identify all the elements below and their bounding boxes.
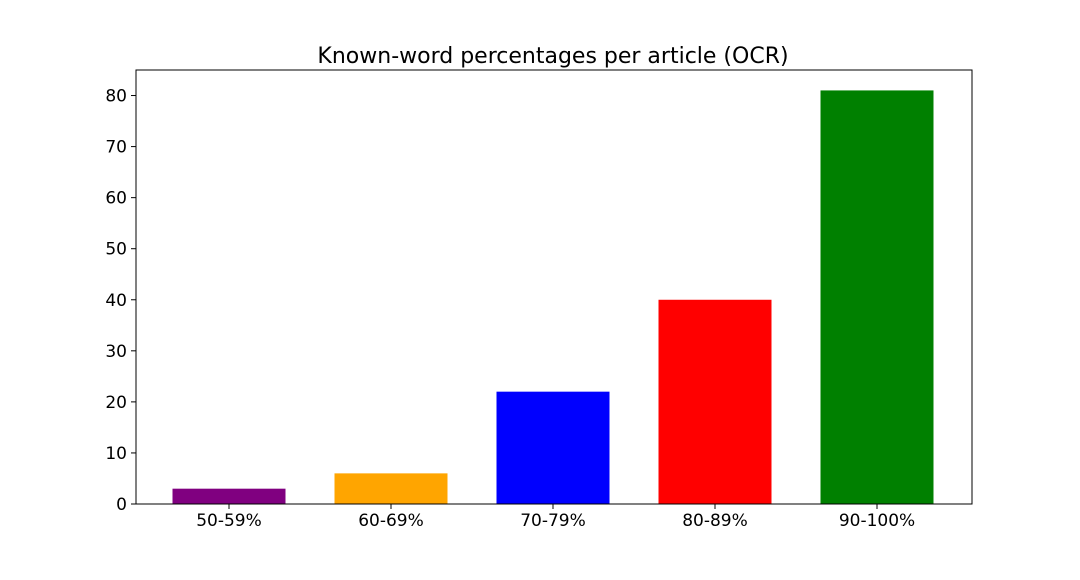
- bars-layer: [172, 90, 934, 505]
- x-axis: 50-59% 60-69% 70-79% 80-89% 90-100%: [196, 504, 915, 531]
- x-tick-label: 50-59%: [196, 511, 262, 531]
- y-tick-label: 70: [105, 138, 127, 158]
- y-tick-label: 30: [105, 342, 127, 362]
- bar-70-79pct: [496, 391, 610, 504]
- y-tick-label: 40: [105, 291, 127, 311]
- bar-60-69pct: [334, 473, 448, 504]
- bar-90-100pct: [820, 90, 934, 505]
- y-tick-label: 10: [105, 444, 127, 464]
- y-tick-label: 60: [105, 189, 127, 209]
- chart-title: Known-word percentages per article (OCR): [317, 44, 788, 69]
- x-tick-label: 70-79%: [520, 511, 586, 531]
- y-tick-label: 80: [105, 87, 127, 107]
- y-tick-label: 50: [105, 240, 127, 260]
- x-tick-label: 80-89%: [682, 511, 748, 531]
- plot-frame: [135, 69, 973, 505]
- x-tick-label: 90-100%: [839, 511, 915, 531]
- bar-80-89pct: [658, 299, 772, 504]
- x-tick-label: 60-69%: [358, 511, 424, 531]
- y-tick-label: 20: [105, 393, 127, 413]
- y-tick-label: 0: [116, 495, 127, 515]
- bar-50-59pct: [172, 488, 286, 504]
- y-axis: 0 10 20 30 40 50 60 70 80: [105, 87, 136, 515]
